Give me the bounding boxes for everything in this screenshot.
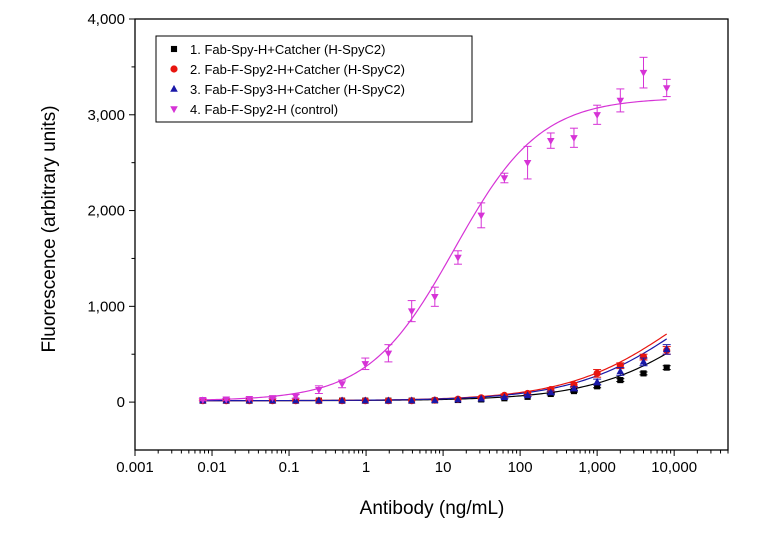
y-tick-label: 1,000 <box>87 298 125 315</box>
x-tick-label: 1,000 <box>578 459 616 476</box>
data-point-triangle-down <box>616 97 625 105</box>
fit-curve <box>202 99 667 401</box>
data-point-triangle-up <box>407 396 416 404</box>
x-tick-label: 100 <box>508 459 533 476</box>
data-point-square <box>617 377 624 384</box>
y-tick-label: 4,000 <box>87 11 125 28</box>
data-point-triangle-down <box>245 396 254 403</box>
data-point-triangle-up <box>616 367 625 375</box>
data-point-triangle-up <box>523 391 532 399</box>
data-point-triangle-down <box>500 175 509 183</box>
data-point-triangle-down <box>384 350 393 358</box>
data-point-triangle-down <box>431 294 439 301</box>
fit-curves <box>202 99 668 402</box>
data-point-circle <box>170 65 178 73</box>
data-point-triangle-up <box>315 396 323 404</box>
x-tick-label: 0.1 <box>279 459 300 476</box>
data-point-triangle-down <box>407 308 416 316</box>
data-point-circle <box>593 369 601 377</box>
data-point-triangle-up <box>338 396 346 404</box>
data-point-triangle-up <box>431 396 439 404</box>
legend-label: 4. Fab-F-Spy2-H (control) <box>190 102 338 117</box>
legend: 1. Fab-Spy-H+Catcher (H-SpyC2) 2. Fab-F-S… <box>155 35 473 123</box>
data-point-triangle-up <box>454 395 462 403</box>
x-tick-label: 0.01 <box>197 459 226 476</box>
data-point-triangle-down <box>639 69 648 77</box>
data-point-square <box>170 45 178 53</box>
data-point-triangle-up <box>570 384 578 392</box>
data-point-triangle-up <box>662 345 671 353</box>
data-point-circle <box>639 353 648 361</box>
data-point-triangle-down <box>315 386 323 394</box>
data-point-triangle-down <box>199 397 207 404</box>
data-point-square <box>594 383 601 390</box>
data-point-triangle-down <box>361 361 370 368</box>
y-tick-label: 0 <box>117 394 125 411</box>
data-points <box>198 56 671 405</box>
data-point-triangle-down <box>268 395 277 402</box>
y-tick-label: 2,000 <box>87 203 125 220</box>
data-point-triangle-up <box>477 394 485 402</box>
data-point-triangle-up <box>500 393 509 401</box>
x-tick-label: 10,000 <box>651 459 697 476</box>
axes: 0.001 0.01 0.1 1 10 100 1,000 10,000 0 1,000 2,000… <box>87 11 729 476</box>
y-tick-label: 3,000 <box>87 107 125 124</box>
legend-label: 2. Fab-F-Spy2-H+Catcher (H-SpyC2) <box>190 62 405 77</box>
data-point-triangle-up <box>384 396 393 404</box>
data-point-triangle-down <box>570 135 578 142</box>
x-axis-title: Antibody (ng/mL) <box>360 498 505 519</box>
x-tick-label: 0.001 <box>116 459 154 476</box>
data-point-triangle-down <box>454 254 462 262</box>
data-point-triangle-down <box>170 106 178 114</box>
legend-box <box>155 35 473 123</box>
data-point-triangle-up <box>170 84 178 92</box>
data-point-triangle-down <box>593 112 601 119</box>
legend-label: 1. Fab-Spy-H+Catcher (H-SpyC2) <box>190 42 385 57</box>
data-point-triangle-up <box>639 357 648 365</box>
data-point-triangle-down <box>662 85 671 93</box>
data-point-triangle-down <box>477 212 485 220</box>
fit-curve <box>202 333 668 402</box>
x-tick-label: 1 <box>362 459 370 476</box>
data-point-triangle-down <box>222 396 231 404</box>
data-point-triangle-down <box>291 393 300 401</box>
x-tick-label: 10 <box>435 459 452 476</box>
legend-label: 3. Fab-F-Spy3-H+Catcher (H-SpyC2) <box>190 82 405 97</box>
data-point-triangle-up <box>361 396 370 404</box>
data-point-triangle-down <box>338 381 346 389</box>
data-point-triangle-down <box>523 159 532 167</box>
data-point-triangle-down <box>546 137 555 145</box>
data-point-triangle-up <box>593 377 601 385</box>
data-point-square <box>640 370 647 377</box>
y-axis-title: Fluorescence (arbitrary units) <box>39 105 60 352</box>
data-point-triangle-up <box>546 388 555 396</box>
data-point-square <box>663 364 670 371</box>
